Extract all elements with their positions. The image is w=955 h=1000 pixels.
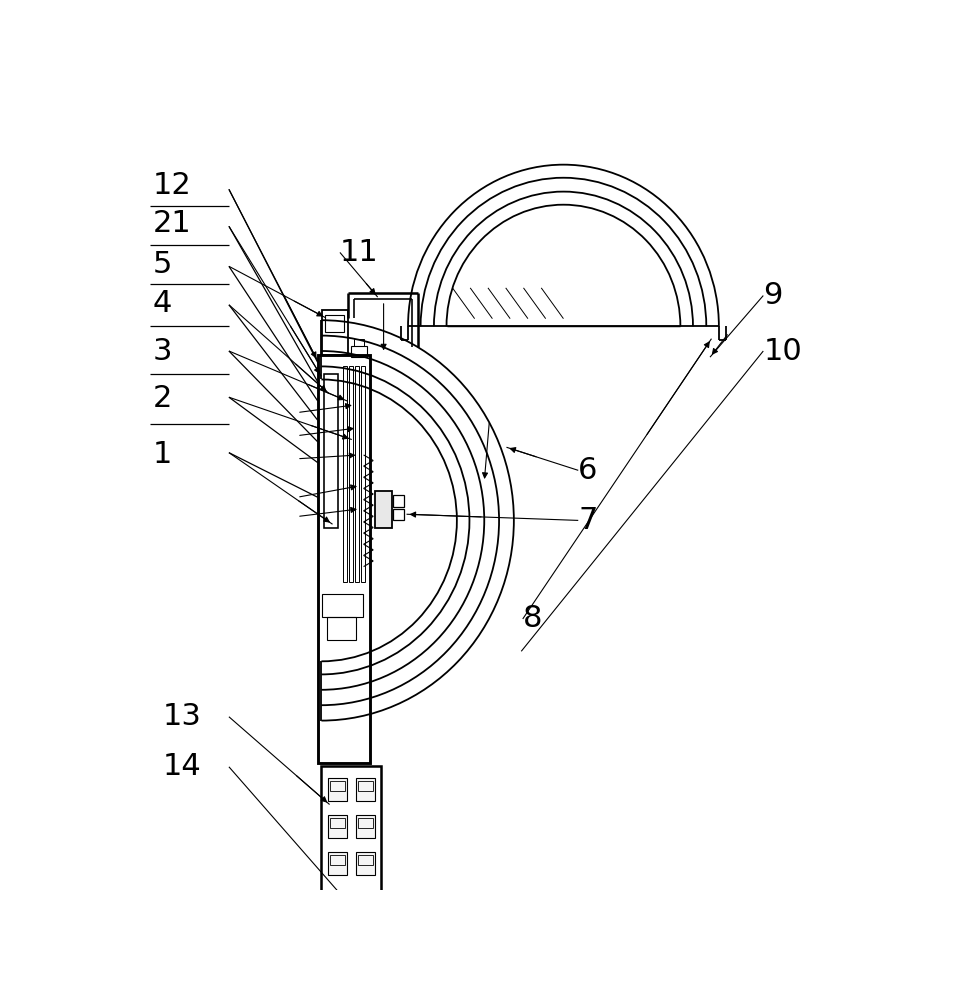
Bar <box>318 355 370 763</box>
Bar <box>343 366 348 582</box>
Bar <box>375 491 392 528</box>
Bar <box>354 366 359 582</box>
Text: 2: 2 <box>153 384 172 413</box>
Text: 10: 10 <box>763 336 802 365</box>
Bar <box>322 310 348 355</box>
Bar <box>321 766 381 897</box>
Bar <box>358 818 373 828</box>
Bar <box>356 778 375 801</box>
Text: 13: 13 <box>162 702 202 731</box>
Text: 12: 12 <box>153 171 191 200</box>
Text: 7: 7 <box>579 506 598 535</box>
Bar <box>322 594 363 617</box>
Text: 4: 4 <box>153 289 172 318</box>
Bar <box>325 315 344 332</box>
Bar <box>356 851 375 875</box>
Text: 14: 14 <box>162 752 202 781</box>
Bar <box>329 815 348 838</box>
Bar <box>393 509 404 520</box>
Text: 8: 8 <box>522 604 542 633</box>
Bar <box>351 346 368 357</box>
Bar <box>354 339 365 346</box>
Bar <box>330 855 345 865</box>
Text: 11: 11 <box>340 238 379 267</box>
Text: 3: 3 <box>153 336 172 365</box>
Text: 21: 21 <box>153 209 191 238</box>
Bar <box>356 815 375 838</box>
Bar <box>330 781 345 791</box>
Bar <box>327 617 356 640</box>
Text: 6: 6 <box>579 456 598 485</box>
Bar <box>361 366 365 582</box>
Text: 1: 1 <box>153 440 172 469</box>
Bar <box>349 366 353 582</box>
Bar <box>330 818 345 828</box>
Bar <box>329 851 348 875</box>
Text: 5: 5 <box>153 250 172 279</box>
Bar <box>393 495 404 507</box>
Bar <box>358 855 373 865</box>
Bar <box>329 778 348 801</box>
Text: 9: 9 <box>763 281 783 310</box>
Bar <box>358 781 373 791</box>
Bar <box>324 374 338 528</box>
